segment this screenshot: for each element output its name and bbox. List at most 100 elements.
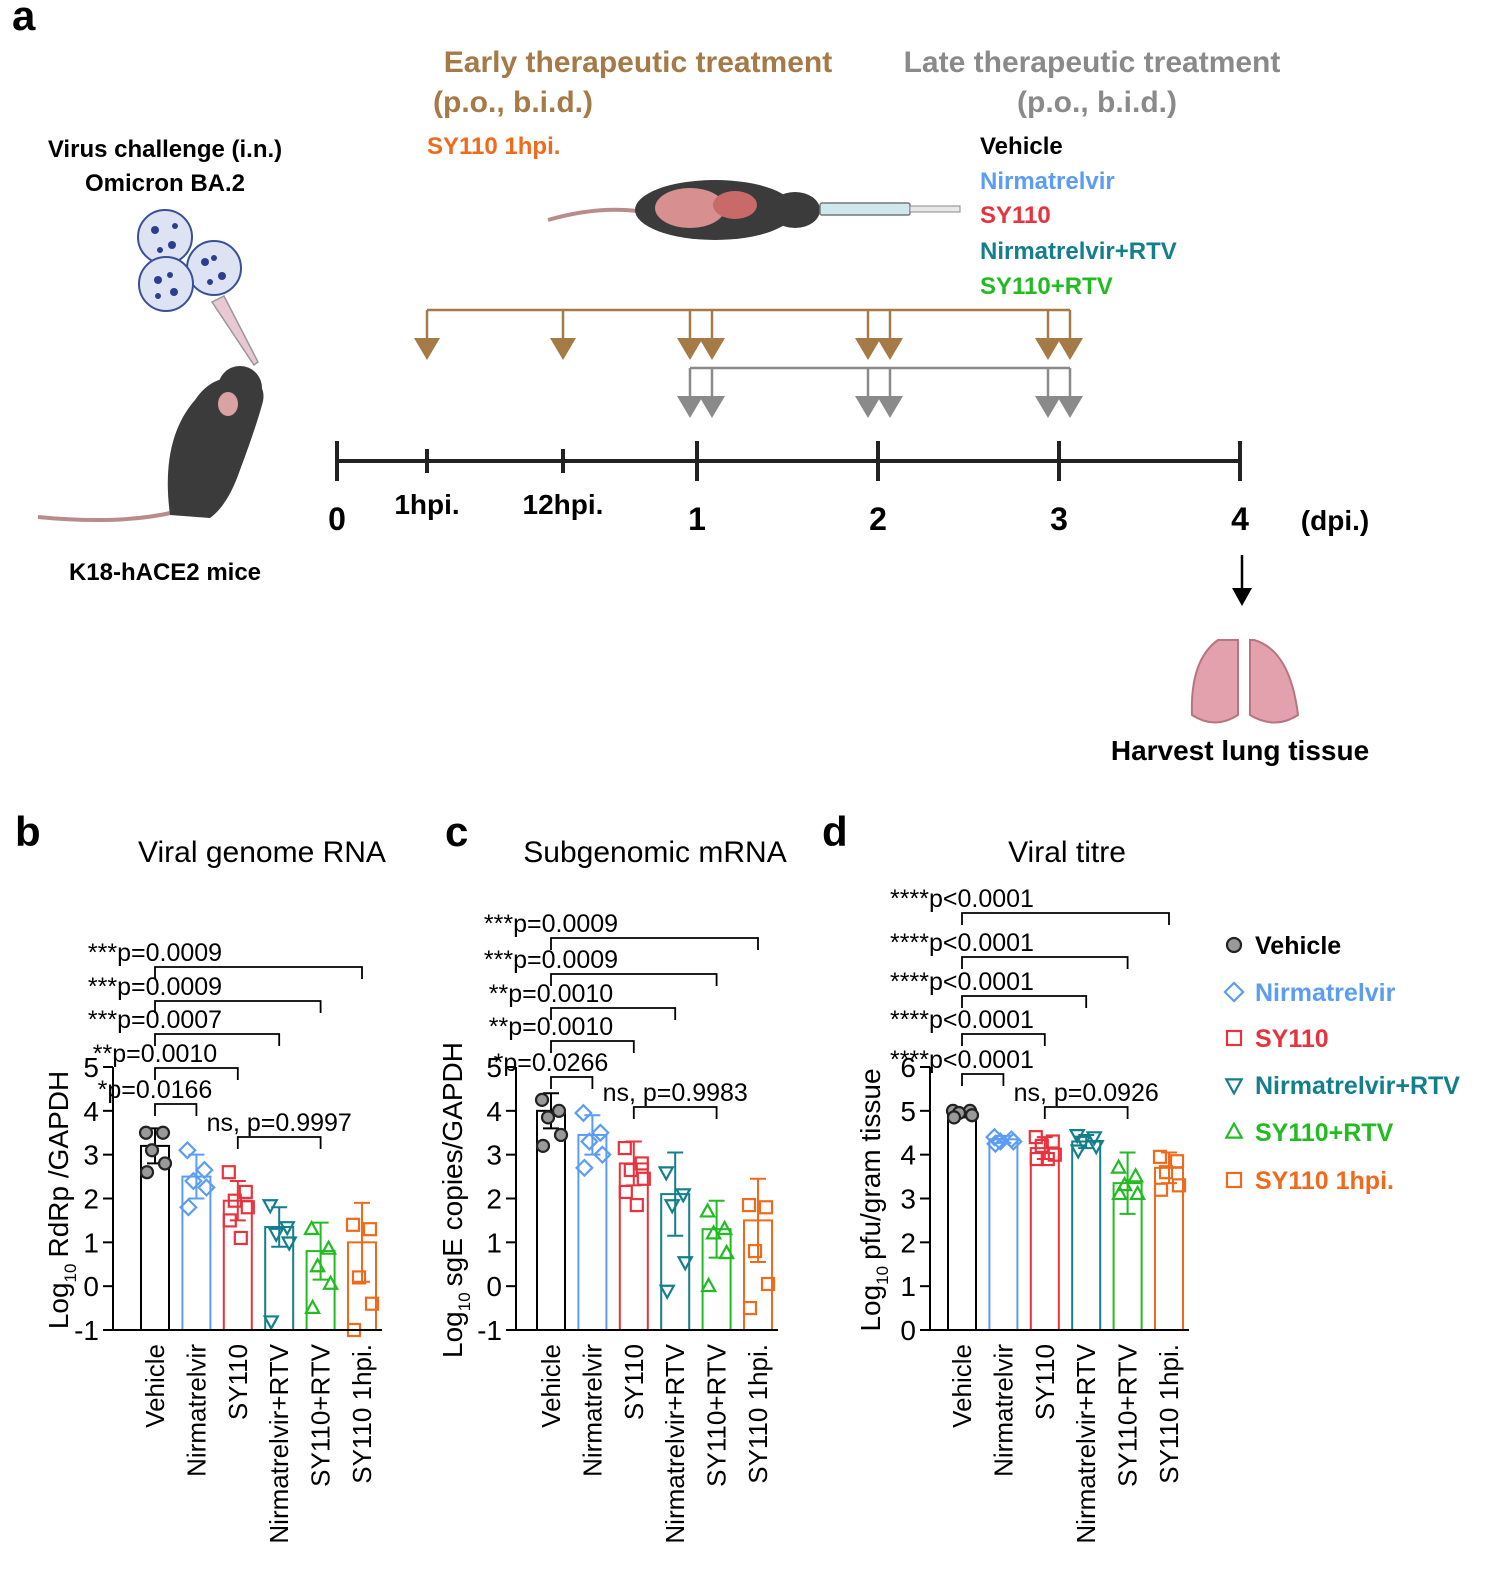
y-tick-label: 1 [83, 1227, 99, 1258]
significance-label: ****p<0.0001 [890, 1046, 1034, 1074]
dose-arrow [677, 338, 703, 360]
data-point [138, 1125, 154, 1140]
legend-marker [1224, 1078, 1244, 1096]
x-tick-label: SY110 1hpi. [1154, 1344, 1184, 1484]
data-point [1171, 1178, 1187, 1193]
x-tick-label: Nirmatrelvir+RTV [1071, 1343, 1101, 1543]
x-tick-label: SY110 1hpi. [743, 1344, 773, 1484]
significance-label: ***p=0.0007 [88, 1006, 222, 1034]
data-point [240, 1200, 255, 1215]
y-tick-label: 2 [83, 1184, 99, 1215]
legend-label: SY110 [1255, 1025, 1329, 1053]
data-point [553, 1127, 569, 1143]
data-point [1087, 1140, 1105, 1156]
data-point [221, 1165, 236, 1180]
dose-arrow [1057, 396, 1083, 418]
y-tick-label: 4 [900, 1140, 916, 1171]
data-point [574, 1103, 593, 1123]
significance-bracket [236, 1136, 322, 1149]
dose-arrow [677, 396, 703, 418]
data-point [178, 1140, 197, 1160]
legend-label: Nirmatrelvir+RTV [1255, 1072, 1460, 1100]
y-tick-label: 3 [83, 1140, 99, 1171]
legend-marker [1225, 936, 1243, 954]
data-point [699, 1202, 717, 1218]
dose-arrow [1035, 338, 1061, 360]
y-label-part: sgE copies/GAPDH [437, 1042, 468, 1286]
late-group: SY110+RTV [980, 273, 1113, 300]
y-label-sub: 10 [61, 1264, 80, 1283]
dose-arrow [877, 396, 903, 418]
dose-arrow [699, 396, 725, 418]
data-point [617, 1140, 632, 1156]
schematic-art [37, 180, 1300, 724]
y-tick-label: 6 [900, 1052, 916, 1083]
dose-arrow [699, 338, 725, 360]
early-group: SY110 1hpi. [427, 133, 560, 160]
data-point [144, 1143, 160, 1158]
chart-title: Viral genome RNA [138, 836, 386, 869]
data-point [540, 1110, 556, 1125]
data-point [345, 1217, 361, 1232]
data-point [304, 1298, 322, 1314]
timeline-label: 4 [1231, 501, 1249, 537]
timeline-label: 0 [328, 501, 346, 537]
data-point [700, 1276, 718, 1293]
harvest-label: Harvest lung tissue [1111, 735, 1369, 766]
timeline-label: 3 [1050, 501, 1068, 537]
bar [577, 1133, 608, 1331]
data-point [195, 1160, 214, 1180]
error-bar [229, 1179, 246, 1222]
significance-bracket [550, 1076, 594, 1089]
data-point [674, 1188, 692, 1204]
data-point [580, 1132, 599, 1151]
significance-label: ns, p=0.9983 [603, 1079, 748, 1107]
panel-label: c [445, 808, 468, 855]
error-bar [750, 1177, 766, 1264]
data-point [262, 1315, 280, 1331]
significance-label: *p=0.0266 [494, 1049, 609, 1077]
significance-bracket [550, 1007, 677, 1020]
chart-title: Viral titre [1008, 836, 1126, 869]
late-title: (p.o., b.i.d.) [1017, 86, 1177, 119]
panel-label: a [12, 0, 36, 39]
data-point [364, 1296, 380, 1311]
data-point [1085, 1131, 1103, 1147]
significance-bracket [961, 1033, 1046, 1046]
timeline-label: 1 [688, 501, 706, 537]
data-point [658, 1284, 676, 1301]
legend-label: Vehicle [1255, 932, 1341, 960]
significance-bracket [961, 1073, 1005, 1086]
bar [1029, 1147, 1060, 1332]
significance-label: ****p<0.0001 [890, 968, 1034, 996]
x-tick-label: SY110 [1030, 1344, 1060, 1420]
late-group: SY110 [980, 202, 1051, 229]
significance-bracket [550, 1040, 635, 1053]
significance-label: **p=0.0010 [489, 980, 613, 1008]
data-point [591, 1123, 610, 1143]
x-tick-label: Nirmatrelvir [577, 1344, 607, 1477]
data-point [1004, 1132, 1023, 1151]
data-point [964, 1108, 980, 1123]
chart-title: Subgenomic mRNA [523, 836, 786, 869]
dose-arrow [855, 338, 881, 360]
data-point [991, 1132, 1010, 1151]
significance-label: ***p=0.0009 [88, 939, 222, 967]
data-point [1158, 1165, 1174, 1180]
y-tick-label: -1 [74, 1315, 99, 1346]
panel-label: d [822, 808, 848, 855]
data-point [636, 1171, 651, 1186]
y-tick-label: 0 [900, 1315, 916, 1346]
legend-marker [1223, 981, 1245, 1003]
panel-label: b [15, 808, 41, 855]
significance-bracket [550, 937, 759, 950]
x-tick-label: Nirmatrelvir+RTV [264, 1343, 294, 1543]
significance-bracket [154, 1067, 239, 1080]
y-label-part: RdRp /GAPDH [43, 1071, 74, 1258]
data-point [1169, 1154, 1185, 1169]
data-point [1129, 1184, 1147, 1201]
data-point [1127, 1167, 1145, 1183]
data-point [593, 1145, 612, 1165]
data-point [303, 1219, 321, 1236]
